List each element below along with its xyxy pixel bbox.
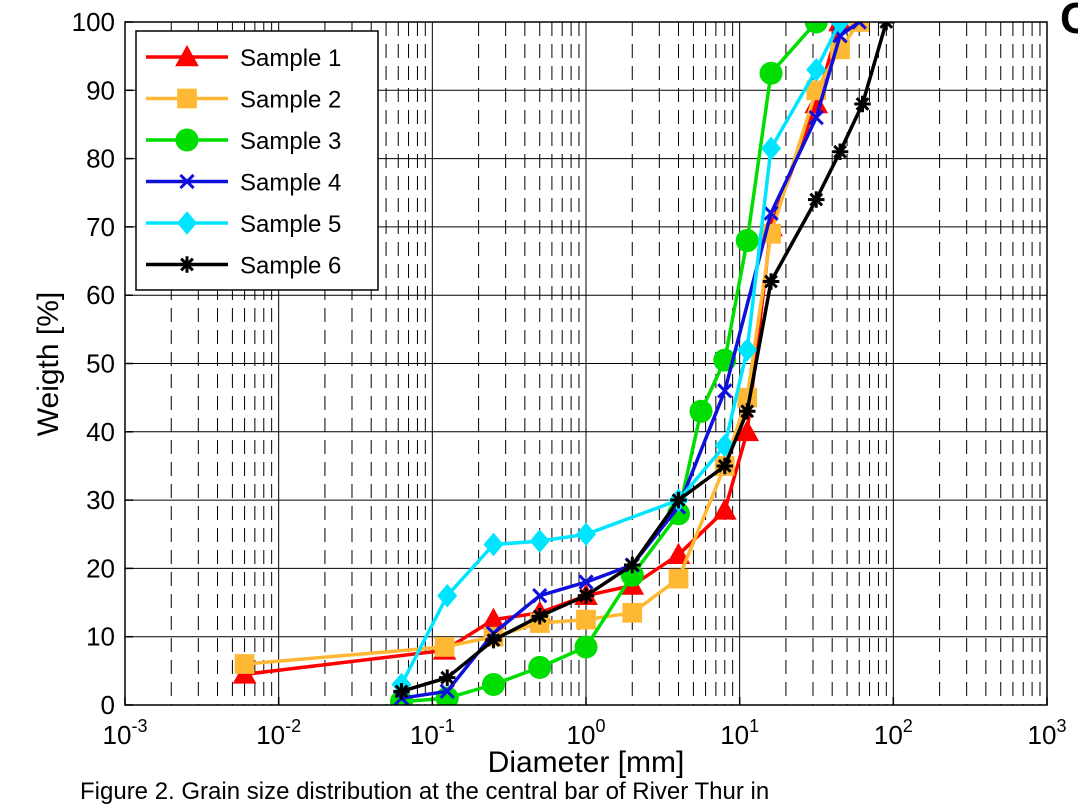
data-point	[806, 58, 827, 82]
x-tick-label: 100	[567, 716, 606, 750]
data-point	[670, 491, 687, 509]
data-point	[854, 95, 871, 113]
data-point	[716, 457, 734, 475]
data-point	[177, 88, 197, 109]
data-point	[577, 587, 595, 604]
data-point	[831, 143, 849, 161]
data-point	[437, 583, 458, 608]
tick-labels: 0 10 20 30 40 50 60 70 80 90 100 10-3 10-2 10-1 100 101…	[72, 7, 1067, 750]
legend-item: Sample 1	[146, 44, 341, 72]
legend-label: Sample 4	[240, 170, 341, 197]
legend-item: Sample 4	[146, 170, 341, 197]
series-line	[401, 22, 861, 700]
y-tick-label: 70	[86, 212, 115, 242]
data-point	[689, 399, 713, 423]
data-point	[529, 529, 550, 553]
legend-label: Sample 3	[240, 128, 341, 155]
data-point	[804, 22, 828, 34]
data-point	[878, 22, 895, 31]
data-point	[434, 637, 455, 657]
legend-label: Sample 5	[240, 211, 341, 238]
series-sample-6	[393, 22, 895, 700]
data-point	[528, 655, 552, 679]
data-point	[483, 532, 504, 557]
y-tick-label: 10	[86, 622, 115, 652]
series-layer	[232, 22, 895, 705]
grid	[125, 22, 1047, 705]
data-point	[830, 22, 851, 34]
data-point	[576, 609, 596, 630]
y-tick-label: 20	[86, 553, 115, 583]
data-point	[179, 173, 195, 190]
data-point	[481, 673, 505, 697]
series-sample-3	[390, 22, 828, 705]
legend: Sample 1 Sample 2 Sample 3 Sample 4 Sample 5…	[135, 30, 379, 291]
data-point	[393, 683, 410, 700]
x-tick-label: 10-1	[410, 716, 455, 750]
legend-label: Sample 2	[240, 87, 341, 114]
data-point	[712, 498, 737, 520]
data-point	[178, 256, 196, 273]
data-point	[761, 136, 782, 161]
data-point	[808, 109, 824, 126]
data-point	[737, 338, 758, 362]
data-point	[763, 205, 779, 221]
legend-box	[135, 30, 379, 291]
y-tick-label: 100	[72, 7, 115, 37]
x-axis-label: Diameter [mm]	[488, 746, 685, 779]
data-point	[578, 574, 594, 590]
legend-label: Sample 1	[240, 45, 341, 72]
figure-caption: Figure 2. Grain size distribution at the…	[80, 778, 770, 805]
series-line	[399, 22, 842, 686]
y-axis-label: Weigth [%]	[32, 292, 65, 437]
y-tick-label: 90	[86, 75, 115, 105]
plot-area	[232, 22, 895, 705]
y-tick-label: 30	[86, 485, 115, 515]
data-point	[735, 229, 759, 253]
legend-item: Sample 5	[146, 211, 341, 238]
legend-label: Sample 6	[240, 253, 341, 280]
legend-item: Sample 2	[146, 87, 341, 114]
data-point	[176, 211, 198, 235]
x-tick-label: 101	[720, 716, 759, 750]
x-tick-label: 103	[1028, 716, 1067, 750]
data-point	[531, 607, 548, 625]
x-tick-label: 10-2	[256, 716, 301, 750]
data-point	[575, 522, 597, 547]
data-point	[849, 22, 870, 32]
legend-item: Sample 6	[146, 253, 341, 280]
data-point	[622, 602, 643, 623]
data-point	[851, 22, 867, 30]
y-tick-label: 50	[86, 349, 115, 379]
data-point	[762, 273, 780, 290]
data-point	[175, 44, 199, 67]
data-point	[668, 568, 689, 589]
panel-letter: C	[1060, 0, 1078, 43]
data-point	[735, 419, 760, 442]
data-point	[717, 383, 733, 399]
data-point	[438, 669, 456, 686]
data-point	[439, 683, 455, 700]
data-point	[759, 61, 783, 85]
data-point	[738, 403, 756, 420]
data-point	[532, 588, 548, 604]
data-point	[485, 631, 502, 649]
data-point	[807, 191, 825, 208]
y-tick-label: 60	[86, 280, 115, 310]
data-point	[624, 556, 641, 574]
x-tick-label: 10-3	[103, 716, 148, 750]
y-tick-label: 80	[86, 144, 115, 174]
data-point	[574, 635, 598, 659]
data-point	[175, 128, 199, 152]
series-line	[401, 22, 888, 693]
y-tick-label: 40	[86, 417, 115, 447]
legend-item: Sample 3	[146, 128, 341, 155]
data-point	[666, 542, 691, 565]
series-sample-4	[393, 22, 867, 705]
y-tick-label: 0	[101, 690, 115, 720]
data-point	[234, 654, 255, 674]
x-tick-label: 102	[874, 716, 913, 750]
